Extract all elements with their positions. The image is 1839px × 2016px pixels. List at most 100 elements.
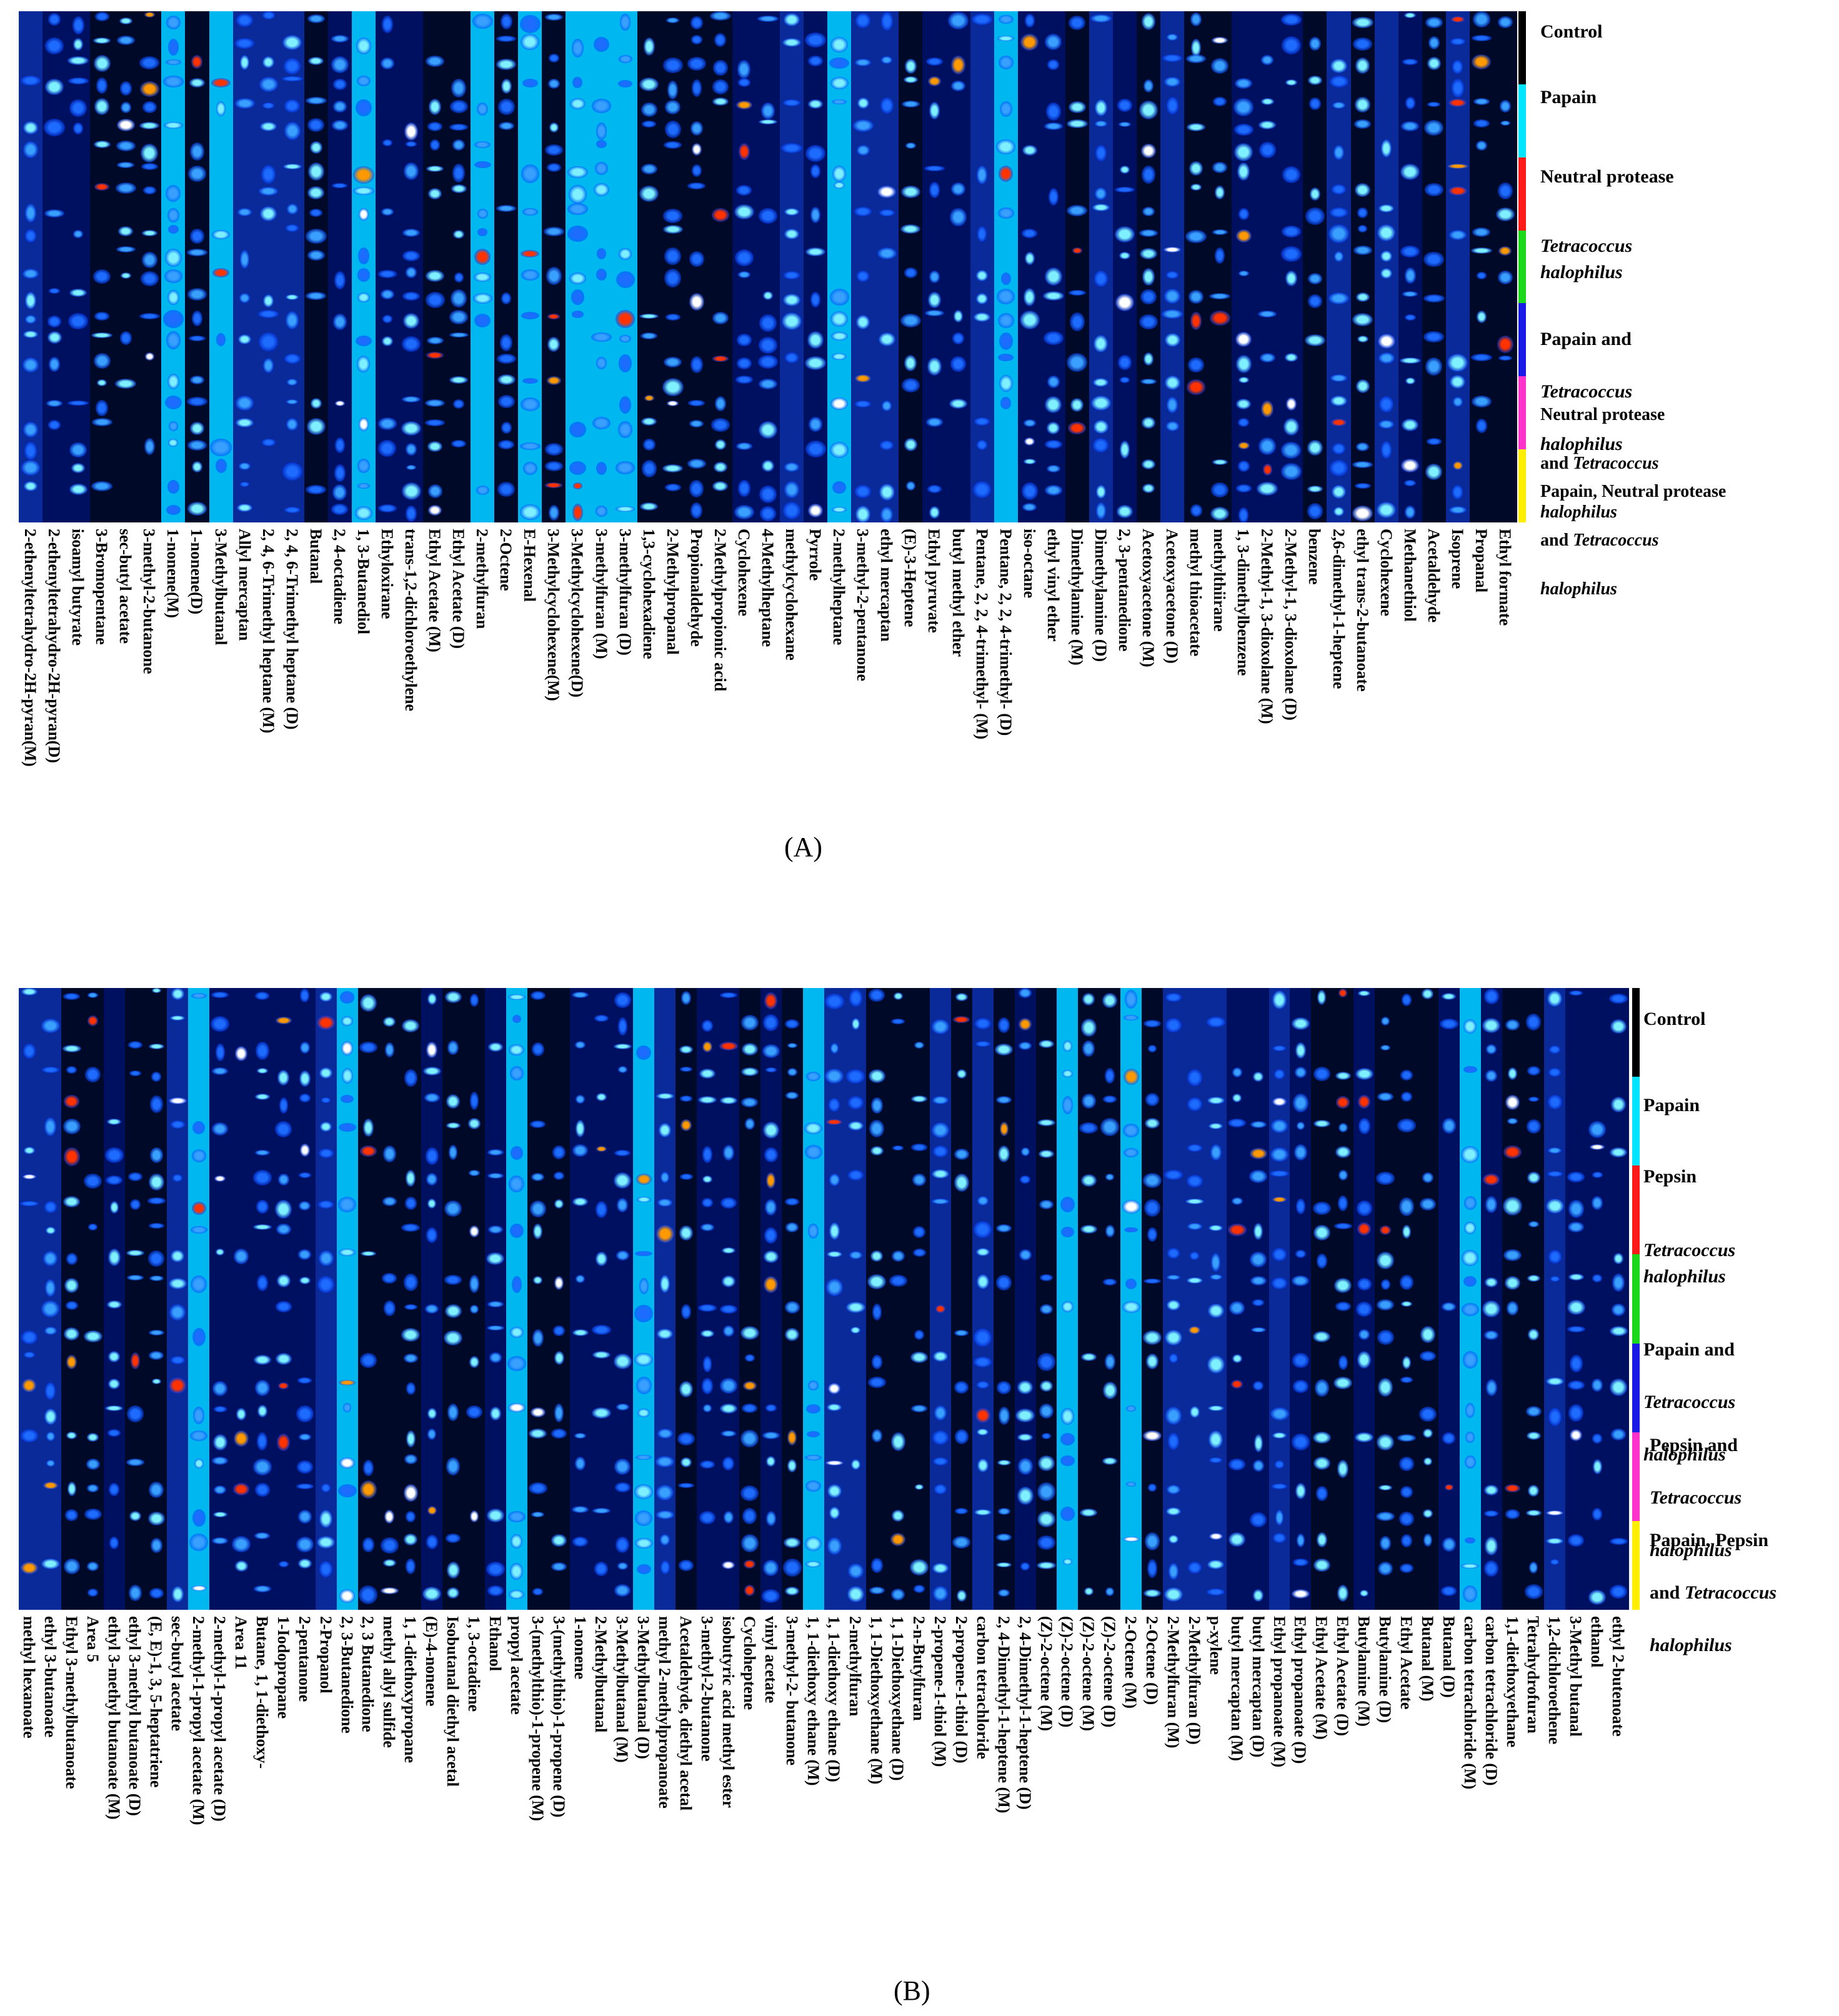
signal-spot (826, 1250, 843, 1258)
signal-spot (1358, 1117, 1370, 1134)
signal-spot (1060, 1408, 1075, 1425)
signal-spot (487, 1325, 504, 1331)
signal-spot (1377, 1434, 1394, 1450)
signal-spot (656, 1329, 674, 1340)
signal-spot (305, 229, 327, 244)
signal-spot (510, 1563, 524, 1580)
signal-spot (880, 441, 894, 450)
signal-spot (867, 1376, 886, 1388)
signal-spot (357, 459, 370, 473)
signal-spot (380, 289, 395, 300)
signal-spot (403, 162, 419, 181)
compound-label: Dimethylamine (M) (1067, 529, 1086, 666)
signal-spot (1207, 1588, 1225, 1595)
signal-spot (697, 1095, 717, 1104)
signal-spot (1250, 1252, 1267, 1267)
signal-spot (63, 1559, 80, 1575)
compound-label: Ethyl propanoate (M) (1270, 1616, 1288, 1768)
signal-spot (92, 37, 111, 44)
signal-spot (1272, 1432, 1287, 1439)
signal-spot (1545, 1377, 1564, 1386)
compound-column (1099, 988, 1121, 1610)
signal-spot (724, 1511, 734, 1524)
signal-spot (554, 1171, 565, 1180)
signal-spot (712, 97, 729, 106)
signal-spot (1102, 1382, 1117, 1399)
signal-spot (1507, 1118, 1518, 1124)
signal-spot (93, 54, 111, 72)
signal-spot (231, 1536, 251, 1552)
compound-label: 3-Methylbutanal (D) (634, 1616, 653, 1759)
signal-spot (308, 57, 324, 66)
signal-spot (238, 462, 251, 471)
signal-spot (427, 1506, 437, 1515)
group-label-a-papain-tetracoccus: Papain and Tetracoccus halophilus (1540, 300, 1632, 484)
signal-spot (912, 1174, 926, 1187)
signal-spot (1168, 1562, 1179, 1580)
signal-spot (1096, 502, 1106, 520)
signal-spot (1103, 1279, 1117, 1285)
signal-spot (1337, 1584, 1349, 1602)
signal-spot (759, 485, 777, 504)
compound-column (637, 11, 662, 522)
signal-spot (120, 101, 131, 114)
signal-spot (855, 58, 872, 67)
signal-spot (805, 32, 827, 48)
signal-spot (702, 1197, 713, 1207)
signal-spot (805, 1537, 822, 1551)
signal-spot (1463, 1195, 1477, 1210)
signal-spot (239, 54, 250, 71)
signal-spot (444, 1330, 462, 1345)
signal-spot (444, 1274, 462, 1285)
signal-spot (596, 356, 607, 369)
signal-spot (286, 311, 299, 329)
compound-column (591, 988, 612, 1610)
signal-spot (406, 1510, 416, 1523)
signal-spot (569, 461, 587, 476)
signal-spot (766, 1172, 776, 1189)
compound-label: Propanal (1472, 529, 1490, 593)
signal-spot (215, 1248, 225, 1255)
signal-spot (702, 1404, 712, 1413)
signal-spot (911, 1095, 927, 1102)
signal-spot (1147, 1559, 1157, 1578)
signal-spot (284, 507, 301, 514)
signal-spot (401, 1223, 421, 1232)
signal-spot (829, 1222, 840, 1240)
signal-spot (554, 1276, 564, 1290)
signal-spot (1448, 186, 1467, 196)
compound-column (824, 988, 845, 1610)
signal-spot (1094, 99, 1108, 117)
signal-spot (1609, 1379, 1628, 1396)
signal-spot (1093, 377, 1109, 387)
signal-spot (1484, 1485, 1498, 1495)
signal-spot (1296, 1533, 1305, 1548)
signal-spot (929, 101, 940, 119)
signal-spot (680, 1066, 692, 1072)
signal-spot (641, 417, 657, 426)
signal-spot (402, 396, 421, 403)
signal-spot (619, 248, 632, 260)
compound-label: (Z)-2-octene (M) (1079, 1616, 1098, 1732)
signal-spot (634, 1538, 653, 1549)
signal-spot (1448, 230, 1467, 241)
signal-spot (449, 332, 469, 338)
signal-spot (910, 1351, 929, 1364)
group-color-segment (1518, 449, 1526, 522)
signal-spot (1337, 1459, 1349, 1478)
signal-spot (1405, 97, 1415, 109)
signal-spot (679, 1174, 693, 1180)
signal-spot (808, 99, 823, 109)
signal-spot (785, 1019, 800, 1029)
signal-spot (426, 1041, 438, 1059)
signal-spot (1307, 503, 1323, 519)
signal-spot (473, 272, 492, 282)
signal-spot (306, 485, 327, 495)
compound-label: 2-n-Butylfuran (910, 1616, 929, 1721)
signal-spot (1549, 1045, 1561, 1054)
signal-spot (190, 1225, 207, 1234)
signal-spot (1381, 441, 1392, 459)
signal-spot (1292, 1017, 1310, 1030)
compound-column (1136, 11, 1161, 522)
signal-spot (1143, 79, 1154, 93)
